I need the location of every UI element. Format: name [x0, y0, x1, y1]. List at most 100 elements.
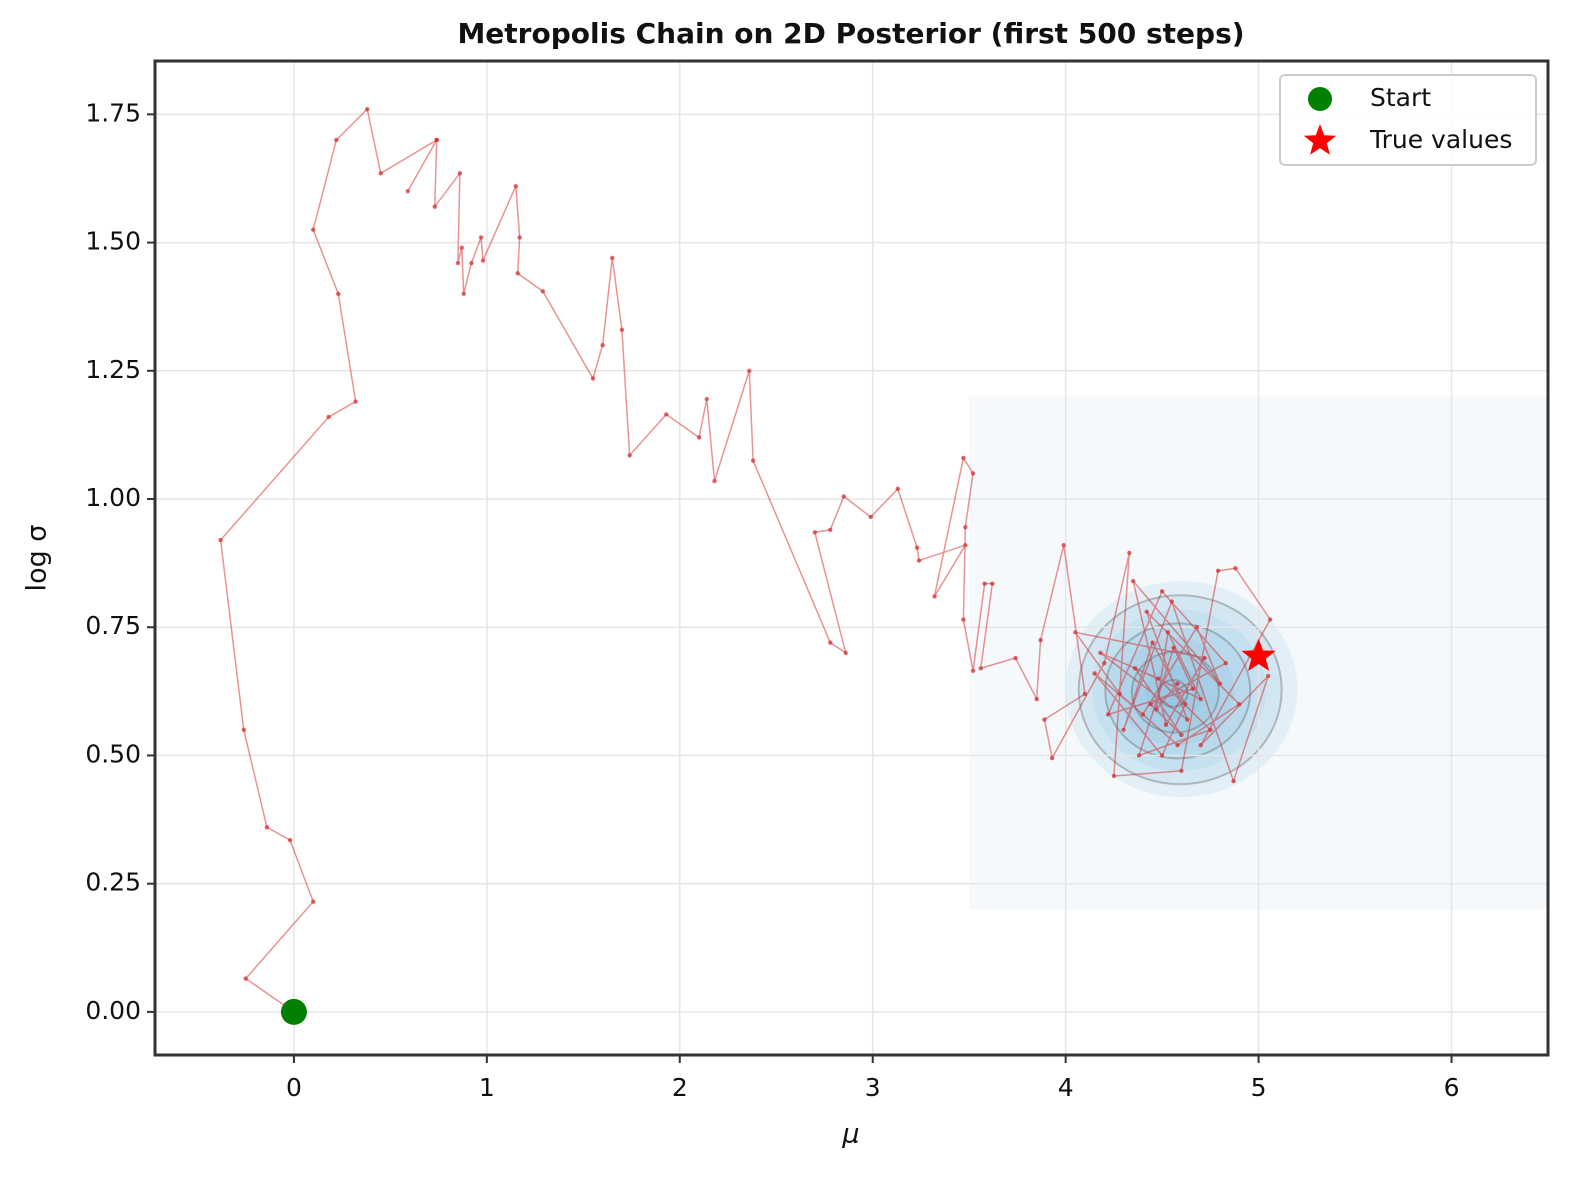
chain-point [1136, 753, 1142, 758]
chain-point [1198, 743, 1203, 748]
y-tick-label: 0.75 [85, 611, 141, 640]
chain-point [1185, 717, 1190, 722]
chain-point [696, 435, 702, 440]
y-tick-label: 1.75 [85, 98, 141, 127]
chain-point [264, 825, 270, 830]
chain-point [1144, 609, 1149, 615]
chain-point [963, 525, 968, 530]
chain-point [1121, 727, 1126, 733]
x-tick-label: 1 [479, 1073, 495, 1102]
chain-point [1208, 727, 1213, 733]
y-tick-label: 0.00 [85, 996, 141, 1025]
chain-point [1154, 707, 1159, 712]
chain-point [1194, 625, 1200, 630]
chain-path [219, 107, 1272, 1013]
chain-point [1102, 660, 1107, 666]
chain-point [1266, 673, 1271, 679]
posterior-contour [1091, 609, 1266, 772]
chain-point [828, 640, 833, 645]
y-tick-label: 0.50 [85, 739, 141, 768]
chain-point [405, 189, 410, 194]
chain-point [747, 368, 752, 373]
chain-point [868, 514, 873, 520]
chain-point [1159, 753, 1165, 758]
plot-area [155, 61, 1548, 1055]
chain-point [1105, 712, 1111, 717]
chain-point [1130, 578, 1136, 584]
chain-point [843, 650, 848, 656]
chain-point [982, 581, 987, 586]
chain-point [1169, 599, 1174, 604]
chain-point [610, 255, 615, 261]
chain-point [1140, 712, 1146, 717]
chain-point [1117, 691, 1122, 697]
chain-point [1183, 701, 1188, 707]
chain-point [243, 976, 248, 981]
chain-point [1082, 691, 1088, 697]
chain-point [1233, 566, 1238, 571]
true-value-marker [1241, 638, 1276, 672]
chain-point [712, 478, 717, 484]
x-tick-label: 3 [865, 1073, 881, 1102]
chain-point [590, 376, 596, 381]
chain-point [455, 260, 461, 266]
chain-point [841, 494, 846, 499]
chain-point [1092, 671, 1097, 676]
chain-point [978, 666, 983, 671]
chain-point [434, 137, 439, 143]
chain-point [990, 581, 995, 586]
chain-point [378, 171, 383, 176]
chain-point [1073, 630, 1078, 635]
plot-frame [153, 59, 1550, 1057]
x-tick-label: 5 [1251, 1073, 1267, 1102]
chain-point [478, 235, 484, 240]
y-tick-label: 1.25 [85, 355, 141, 384]
chain-point [812, 530, 818, 535]
chain-point [287, 837, 293, 843]
chain-point [1175, 681, 1180, 686]
chain-point [218, 537, 223, 543]
chain-point [1148, 701, 1153, 707]
chain-point [1163, 722, 1169, 727]
chain-point [334, 137, 339, 143]
chain-point [932, 594, 937, 599]
chain-point [1179, 768, 1184, 774]
chain-point [461, 291, 466, 297]
chain-point [1231, 778, 1236, 784]
chain-point [1042, 717, 1047, 722]
chain-point [895, 486, 901, 491]
x-tick-label: 0 [286, 1073, 302, 1102]
chain-point [1267, 617, 1273, 622]
x-tick-label: 4 [1058, 1073, 1074, 1102]
chain-point [469, 260, 474, 266]
chain-point [1132, 666, 1138, 671]
legend-marker [1303, 124, 1337, 155]
chain-point [459, 245, 464, 250]
chain-point [311, 227, 316, 232]
chain-point [627, 453, 632, 458]
chain-point [970, 471, 976, 476]
chain-point [1111, 773, 1117, 779]
y-tick-label: 1.50 [85, 227, 141, 256]
chain-point [963, 542, 968, 548]
start-marker [280, 998, 307, 1025]
chain-point [241, 727, 246, 733]
chain-point [1202, 655, 1207, 661]
chain-point [1190, 686, 1196, 691]
chain-point [1049, 755, 1055, 761]
chain-point [513, 183, 518, 189]
chain-point [326, 414, 331, 420]
chain-point [961, 455, 966, 461]
legend-label: Start [1370, 83, 1431, 112]
chart-title: Metropolis Chain on 2D Posterior (first … [457, 17, 1244, 50]
chain-point [704, 396, 709, 402]
chain-point [311, 899, 316, 904]
chain-point [1237, 701, 1242, 707]
legend-marker [1308, 87, 1332, 111]
y-axis-label: log σ [22, 525, 53, 592]
chain-point [1165, 630, 1171, 635]
x-tick-label: 2 [672, 1073, 688, 1102]
chain-point [515, 271, 520, 276]
chain-point [1098, 650, 1103, 656]
x-axis-label: μ [841, 1119, 859, 1150]
